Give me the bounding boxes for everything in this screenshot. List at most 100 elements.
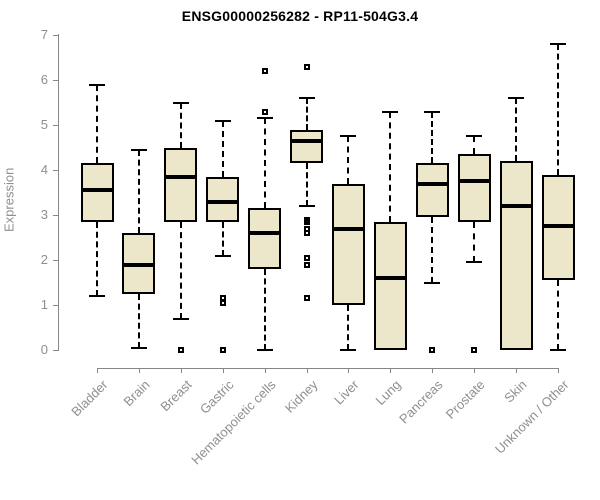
y-tick: [53, 350, 58, 351]
lower-whisker-cap-breast: [172, 317, 189, 320]
upper-whisker-pancreas: [431, 111, 434, 164]
x-tick: [264, 368, 266, 373]
upper-whisker-cap-liver: [340, 135, 357, 138]
y-tick-label: 4: [40, 162, 48, 177]
upper-whisker-kidney: [305, 98, 308, 130]
lower-whisker-cap-gastric: [214, 254, 231, 257]
median-breast: [164, 174, 198, 179]
lower-whisker-breast: [179, 221, 182, 319]
median-kidney: [290, 138, 324, 143]
median-bladder: [80, 188, 114, 193]
x-axis-line: [97, 368, 559, 369]
box-gastric: [206, 176, 240, 222]
upper-whisker-lung: [389, 111, 392, 222]
lower-whisker-cap-brain: [130, 346, 147, 349]
median-unknown-other: [541, 224, 575, 229]
box-skin: [499, 161, 533, 350]
x-tick: [138, 368, 140, 373]
x-category-label-unknown-other: Unknown / Other: [492, 377, 572, 457]
upper-whisker-cap-gastric: [214, 119, 231, 122]
box-pancreas: [415, 163, 449, 218]
outlier-gastric: [219, 299, 226, 306]
outlier-kidney: [303, 254, 310, 261]
lower-whisker-cap-pancreas: [424, 281, 441, 284]
upper-whisker-cap-unknown-other: [550, 43, 566, 45]
box-liver: [331, 183, 365, 305]
outlier-kidney: [303, 261, 310, 268]
x-tick: [306, 368, 308, 373]
lower-whisker-cap-bladder: [89, 295, 105, 297]
x-tick: [180, 368, 182, 373]
median-skin: [499, 204, 533, 208]
outlier-kidney: [303, 295, 310, 302]
median-liver: [331, 226, 365, 231]
box-hematopoietic-cells: [248, 208, 282, 269]
box-prostate: [457, 154, 491, 222]
lower-whisker-brain: [137, 293, 140, 348]
upper-whisker-breast: [179, 102, 182, 148]
outlier-hematopoietic-cells: [261, 68, 268, 74]
upper-whisker-cap-pancreas: [424, 110, 441, 113]
outlier-breast: [177, 347, 184, 353]
lower-whisker-cap-liver: [340, 349, 357, 351]
x-tick: [222, 368, 224, 373]
lower-whisker-gastric: [221, 221, 224, 256]
x-tick: [474, 368, 476, 373]
x-tick: [558, 368, 559, 373]
y-tick: [53, 125, 58, 126]
upper-whisker-brain: [137, 149, 140, 233]
median-lung: [373, 276, 407, 280]
upper-whisker-liver: [347, 136, 350, 184]
upper-whisker-cap-brain: [130, 148, 147, 151]
y-tick: [53, 35, 58, 36]
x-tick: [348, 368, 350, 373]
y-tick-label: 5: [40, 117, 48, 132]
upper-whisker-cap-kidney: [298, 97, 315, 99]
outlier-gastric: [219, 347, 226, 353]
lower-whisker-cap-unknown-other: [550, 349, 566, 351]
lower-whisker-liver: [347, 305, 350, 350]
y-tick: [53, 215, 58, 216]
upper-whisker-prostate: [473, 136, 476, 155]
x-tick: [432, 368, 434, 373]
lower-whisker-cap-kidney: [298, 205, 315, 207]
upper-whisker-gastric: [221, 120, 224, 177]
outlier-prostate: [471, 347, 478, 353]
lower-whisker-cap-hematopoietic-cells: [256, 349, 273, 351]
lower-whisker-unknown-other: [557, 280, 559, 350]
upper-whisker-unknown-other: [557, 44, 559, 175]
box-bladder: [80, 163, 114, 222]
lower-whisker-cap-prostate: [466, 261, 483, 264]
y-tick: [53, 260, 58, 261]
lower-whisker-bladder: [96, 221, 98, 296]
y-tick-label: 7: [40, 27, 48, 42]
chart-title: ENSG00000256282 - RP11-504G3.4: [181, 8, 419, 24]
median-pancreas: [415, 181, 449, 186]
median-gastric: [206, 199, 240, 204]
lower-whisker-kidney: [305, 163, 308, 206]
outlier-kidney: [303, 230, 310, 236]
y-tick: [53, 305, 58, 306]
y-tick: [53, 80, 58, 81]
lower-whisker-pancreas: [431, 217, 434, 283]
upper-whisker-cap-breast: [172, 101, 189, 104]
y-tick-label: 6: [40, 72, 48, 87]
upper-whisker-cap-prostate: [466, 135, 483, 138]
median-hematopoietic-cells: [248, 231, 282, 235]
median-brain: [122, 262, 156, 267]
box-breast: [164, 147, 198, 222]
outlier-hematopoietic-cells: [261, 108, 268, 115]
y-axis-label: Expression: [1, 167, 17, 233]
y-tick-label: 2: [40, 252, 48, 267]
upper-whisker-hematopoietic-cells: [263, 118, 266, 209]
box-kidney: [290, 129, 324, 164]
y-tick-label: 1: [40, 297, 48, 312]
median-prostate: [457, 179, 491, 184]
y-axis-line: [58, 34, 59, 351]
upper-whisker-cap-skin: [508, 97, 525, 99]
y-tick: [53, 170, 58, 171]
upper-whisker-cap-hematopoietic-cells: [256, 117, 273, 120]
y-tick-label: 0: [40, 342, 48, 357]
outlier-kidney: [303, 63, 310, 70]
